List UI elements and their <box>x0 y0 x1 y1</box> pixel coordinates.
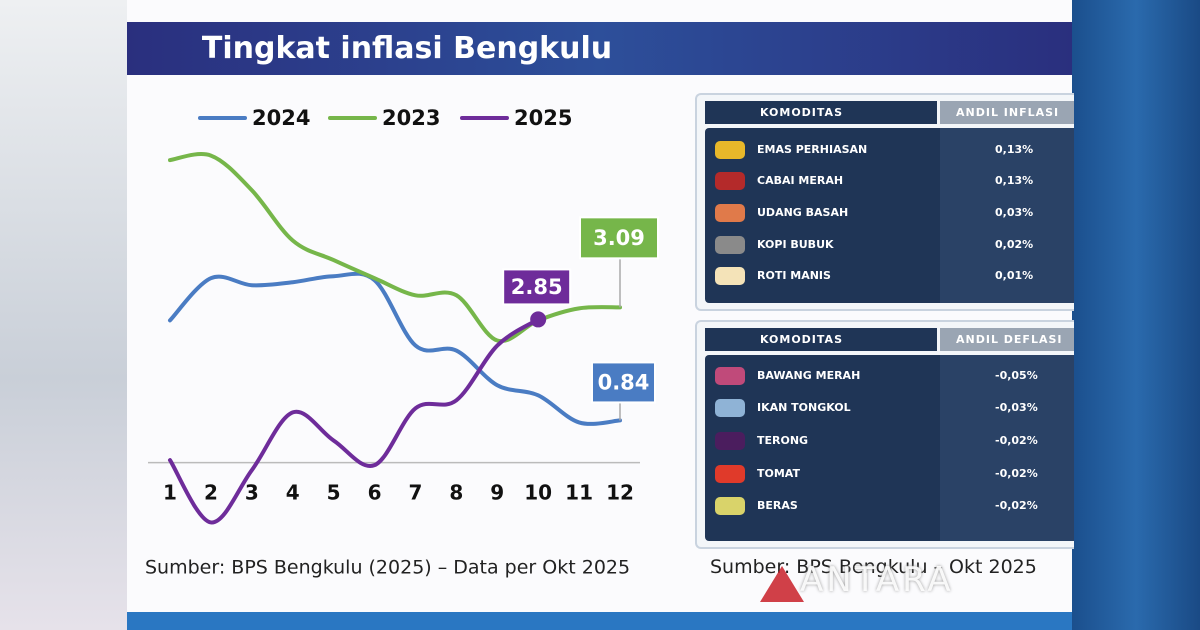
end-point <box>530 311 547 328</box>
left-blur <box>0 0 127 630</box>
x-tick-label: 7 <box>408 481 422 505</box>
legend-label: 2025 <box>514 106 572 130</box>
label-box <box>502 268 572 306</box>
x-tick-label: 11 <box>565 481 593 505</box>
commodity-icon <box>715 236 745 254</box>
commodity-value: -0,02% <box>995 434 1038 447</box>
commodity-name: CABAI MERAH <box>757 174 844 187</box>
table-body: BAWANG MERAH -0,05% IKAN TONGKOL -0,03% TERO… <box>705 355 1074 541</box>
commodity-name: BAWANG MERAH <box>757 369 861 382</box>
commodity-value: 0,02% <box>995 238 1034 251</box>
commodity-name: KOPI BUBUK <box>757 238 834 251</box>
data-label: 2.85 <box>511 275 563 299</box>
x-tick-label: 6 <box>368 481 382 505</box>
commodity-name: TERONG <box>757 434 809 447</box>
commodity-value: -0,02% <box>995 467 1038 480</box>
commodity-icon <box>715 141 745 159</box>
table-header: KOMODITAS <box>705 101 937 124</box>
table-body: EMAS PERHIASAN 0,13% CABAI MERAH 0,13% UDANG… <box>705 128 1074 303</box>
table-header: ANDIL DEFLASI <box>940 328 1074 351</box>
table-row: TOMAT -0,02% <box>705 460 1074 488</box>
value-column <box>940 355 1074 541</box>
table-row: CABAI MERAH 0,13% <box>705 167 1074 195</box>
table-row: IKAN TONGKOL -0,03% <box>705 394 1074 422</box>
table-row: UDANG BASAH 0,03% <box>705 199 1074 227</box>
commodity-value: -0,03% <box>995 401 1038 414</box>
commodity-name: EMAS PERHIASAN <box>757 143 868 156</box>
value-column <box>940 128 1074 303</box>
commodity-icon <box>715 204 745 222</box>
commodity-name: TOMAT <box>757 467 800 480</box>
commodity-name: UDANG BASAH <box>757 206 849 219</box>
source: Sumber: BPS Bengkulu (2025) – Data per O… <box>145 557 630 579</box>
title: Tingkat inflasi Bengkulu <box>201 31 613 66</box>
data-label: 3.09 <box>593 226 645 250</box>
x-tick-label: 8 <box>449 481 463 505</box>
commodity-icon <box>715 465 745 483</box>
commodity-icon <box>715 497 745 515</box>
watermark-logo <box>760 566 804 602</box>
title-bar <box>127 22 1072 75</box>
bottom-strip <box>127 612 1072 630</box>
table-row: KOPI BUBUK 0,02% <box>705 231 1074 259</box>
commodity-icon <box>715 399 745 417</box>
commodity-icon <box>715 367 745 385</box>
series-line <box>168 317 541 525</box>
series-line <box>168 271 622 426</box>
x-tick-label: 5 <box>327 481 341 505</box>
commodity-icon <box>715 267 745 285</box>
label-box <box>591 361 656 404</box>
table-row: BAWANG MERAH -0,05% <box>705 362 1074 390</box>
table-row: BERAS -0,02% <box>705 492 1074 520</box>
table-header: ANDIL INFLASI <box>940 101 1074 124</box>
data-label: 0.84 <box>598 370 650 394</box>
deflation-table: KOMODITAS ANDIL DEFLASI BAWANG MERAH -0,05%… <box>695 320 1074 549</box>
table-row: EMAS PERHIASAN 0,13% <box>705 136 1074 164</box>
table-header: KOMODITAS <box>705 328 937 351</box>
x-tick-label: 4 <box>286 481 300 505</box>
table-row: ROTI MANIS 0,01% <box>705 262 1074 290</box>
commodity-name: BERAS <box>757 499 798 512</box>
inflation-table: KOMODITAS ANDIL INFLASI EMAS PERHIASAN 0,13… <box>695 93 1074 311</box>
table-row: TERONG -0,02% <box>705 427 1074 455</box>
commodity-name: IKAN TONGKOL <box>757 401 851 414</box>
commodity-value: -0,05% <box>995 369 1038 382</box>
x-tick-label: 2 <box>204 481 218 505</box>
commodity-icon <box>715 172 745 190</box>
x-tick-label: 1 <box>163 481 177 505</box>
commodity-value: -0,02% <box>995 499 1038 512</box>
legend-label: 2024 <box>252 106 310 130</box>
label-box <box>579 216 659 260</box>
commodity-value: 0,13% <box>995 143 1034 156</box>
commodity-value: 0,01% <box>995 269 1034 282</box>
x-tick-label: 10 <box>524 481 552 505</box>
right-blur <box>1072 0 1200 630</box>
x-tick-label: 9 <box>490 481 504 505</box>
watermark: ANTARA <box>800 560 954 600</box>
x-tick-label: 12 <box>606 481 634 505</box>
commodity-icon <box>715 432 745 450</box>
commodity-value: 0,13% <box>995 174 1034 187</box>
commodity-name: ROTI MANIS <box>757 269 831 282</box>
x-tick-label: 3 <box>245 481 259 505</box>
legend-label: 2023 <box>382 106 440 130</box>
commodity-value: 0,03% <box>995 206 1034 219</box>
